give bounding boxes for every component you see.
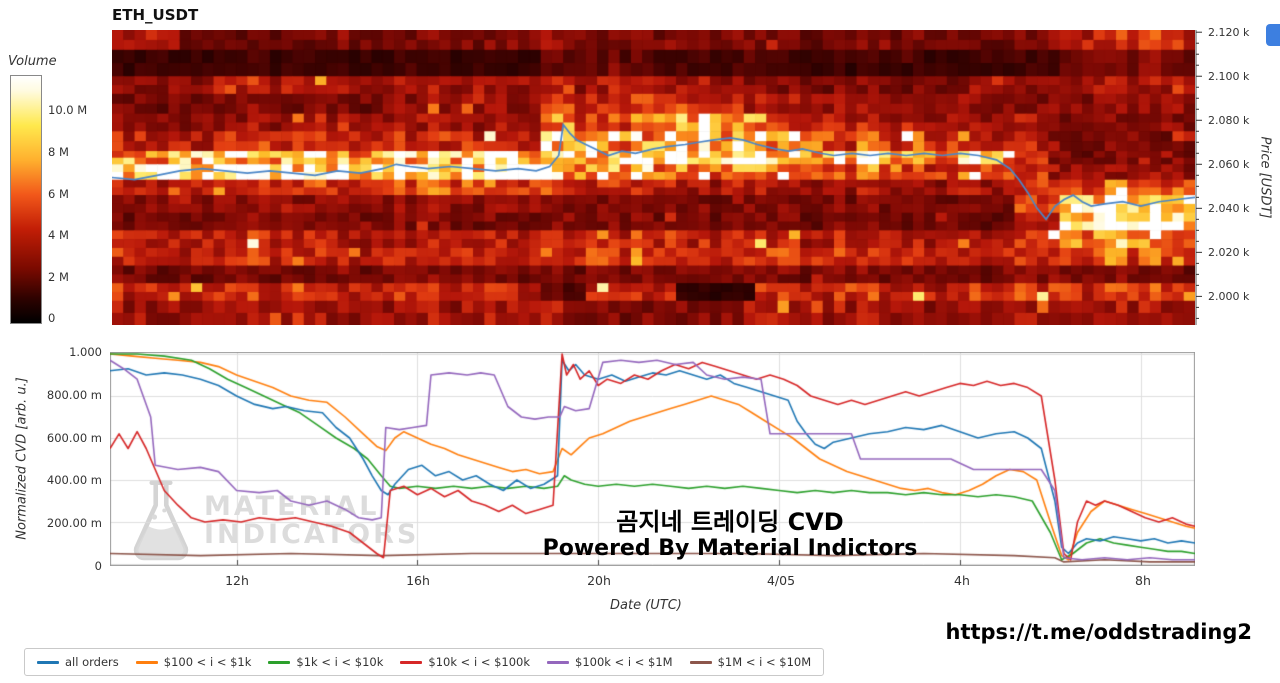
legend-label: $100 < i < $1k: [163, 655, 252, 669]
cvd-x-axis-title: Date (UTC): [610, 598, 682, 613]
price-tick: 2.100 k: [1208, 70, 1250, 83]
legend-label: $10k < i < $100k: [428, 655, 531, 669]
legend-swatch: [689, 660, 712, 664]
colorbar-title: Volume: [8, 54, 57, 69]
cvd-ytick: 0: [94, 559, 102, 573]
price-tick: 2.020 k: [1208, 246, 1250, 259]
corner-button[interactable]: [1266, 24, 1280, 46]
legend-swatch: [547, 660, 570, 664]
cvd-ytick: 400.00 m: [46, 473, 102, 487]
legend-label: $100k < i < $1M: [575, 655, 673, 669]
cvd-ytick: 800.00 m: [46, 388, 102, 402]
cvd-xtick: 4h: [954, 573, 970, 588]
legend-item: $1k < i < $10k: [268, 655, 383, 669]
chart-title: ETH_USDT: [112, 6, 199, 24]
legend-label: $1k < i < $10k: [296, 655, 384, 669]
price-tick: 2.000 k: [1208, 290, 1250, 303]
price-axis-ticks: [1195, 30, 1202, 325]
legend-label: all orders: [65, 655, 119, 669]
volume-colorbar: [10, 75, 42, 324]
cvd-xtick: 20h: [587, 573, 611, 588]
legend-item: $10k < i < $100k: [400, 655, 530, 669]
price-tick: 2.120 k: [1208, 26, 1250, 39]
legend-item: $100k < i < $1M: [547, 655, 673, 669]
overlay-subtitle: Powered By Material Indictors: [542, 536, 918, 561]
cvd-xtick: 16h: [406, 573, 430, 588]
cvd-ytick: 200.00 m: [46, 516, 102, 530]
cvd-xtick: 8h: [1135, 573, 1151, 588]
cvd-y-axis-title: Normalized CVD [arb. u.]: [14, 377, 30, 540]
telegram-link[interactable]: https://t.me/oddstrading2: [945, 620, 1253, 644]
colorbar-tick: 10.0 M: [48, 103, 88, 117]
heatmap-canvas: [112, 30, 1195, 325]
price-tick: 2.060 k: [1208, 158, 1250, 171]
cvd-ytick: 600.00 m: [46, 431, 102, 445]
legend-swatch: [268, 660, 291, 664]
legend-item: $1M < i < $10M: [689, 655, 812, 669]
cvd-xtick: 12h: [225, 573, 249, 588]
legend-label: $1M < i < $10M: [717, 655, 812, 669]
price-tick: 2.040 k: [1208, 202, 1250, 215]
colorbar-tick: 8 M: [48, 145, 69, 159]
overlay-title: 곰지네 트레이딩 CVD: [616, 508, 844, 536]
price-tick: 2.080 k: [1208, 114, 1250, 127]
legend-swatch: [135, 660, 158, 664]
legend-item: $100 < i < $1k: [135, 655, 252, 669]
legend-swatch: [400, 660, 423, 664]
cvd-xtick: 4/05: [766, 573, 796, 588]
legend-item: all orders: [37, 655, 119, 669]
colorbar-tick: 2 M: [48, 270, 69, 284]
legend-swatch: [37, 660, 59, 664]
colorbar-tick: 6 M: [48, 187, 69, 201]
cvd-canvas: [110, 352, 1195, 566]
cvd-ytick: 1.000: [69, 345, 102, 359]
colorbar-tick: 0: [48, 311, 56, 325]
colorbar-tick: 4 M: [48, 228, 69, 242]
price-axis-title: Price [USDT]: [1257, 136, 1273, 219]
legend: all orders $100 < i < $1k $1k < i < $10k…: [24, 648, 825, 676]
